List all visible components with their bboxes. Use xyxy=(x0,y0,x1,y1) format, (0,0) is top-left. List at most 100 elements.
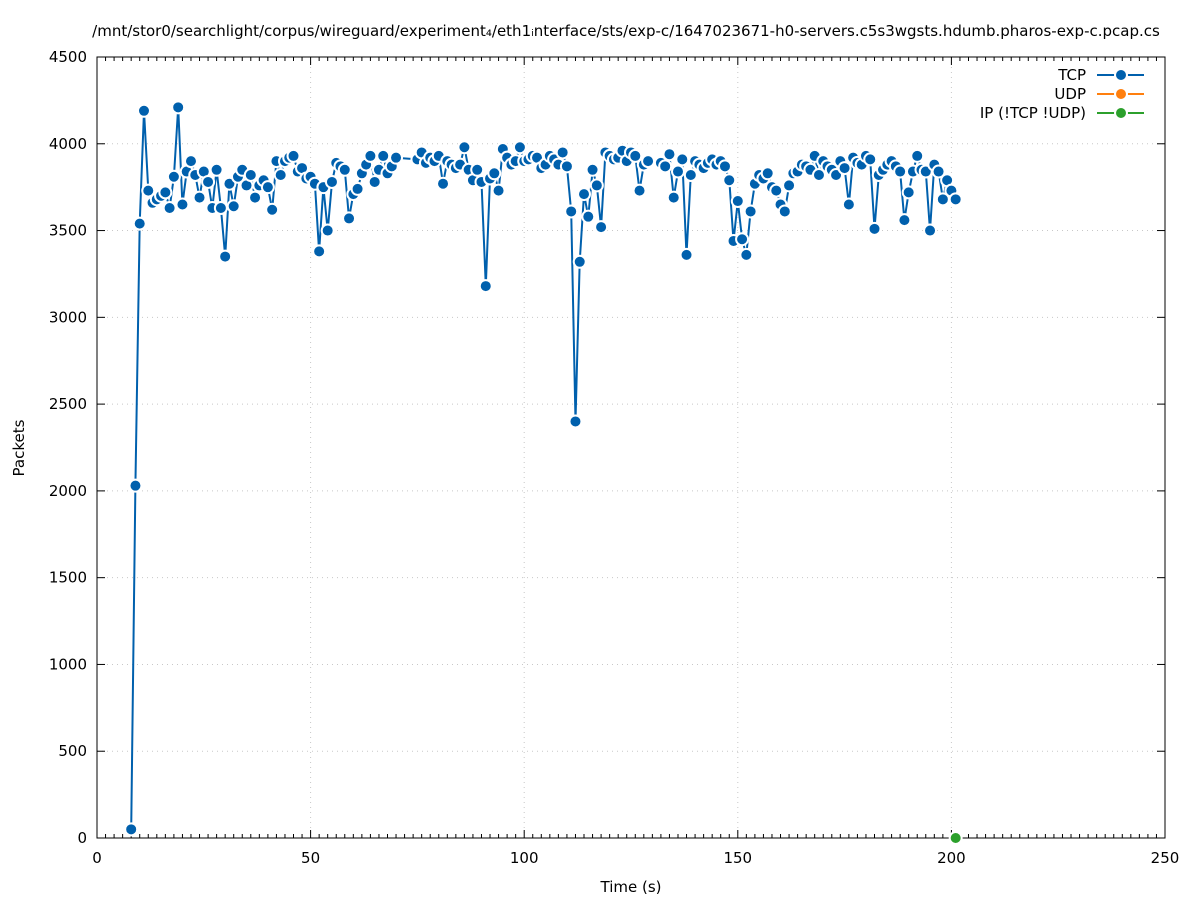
data-point xyxy=(226,199,241,214)
data-point xyxy=(512,140,527,155)
series-layer xyxy=(124,100,963,845)
data-point xyxy=(589,178,604,193)
plot-frame xyxy=(96,56,1166,839)
data-point xyxy=(910,148,925,163)
data-point xyxy=(577,187,592,202)
data-point xyxy=(273,168,288,183)
data-point xyxy=(901,185,916,200)
data-point xyxy=(581,209,596,224)
data-point xyxy=(162,200,177,215)
data-point xyxy=(662,147,677,162)
data-point xyxy=(209,162,224,177)
legend-label: TCP xyxy=(1057,66,1086,84)
data-point xyxy=(457,140,472,155)
data-point xyxy=(559,159,574,174)
data-point xyxy=(141,183,156,198)
x-tick-label: 50 xyxy=(301,849,320,867)
y-tick-label: 1500 xyxy=(49,569,87,587)
data-point xyxy=(717,159,732,174)
data-point xyxy=(923,223,938,238)
data-point xyxy=(760,166,775,181)
data-point xyxy=(811,168,826,183)
y-tick-label: 500 xyxy=(58,742,87,760)
data-point xyxy=(730,194,745,209)
data-point xyxy=(863,152,878,167)
y-axis-title: Packets xyxy=(10,419,28,476)
data-point xyxy=(132,216,147,231)
data-point xyxy=(867,221,882,236)
y-tick-label: 3500 xyxy=(49,222,87,240)
chart-title: /mnt/stor0/searchlight/corpus/wireguard/… xyxy=(92,22,1160,40)
data-point xyxy=(243,168,258,183)
legend-marker xyxy=(1114,87,1128,101)
data-point xyxy=(931,164,946,179)
data-point xyxy=(166,169,181,184)
data-point xyxy=(743,204,758,219)
data-point xyxy=(628,148,643,163)
series-0 xyxy=(124,100,963,837)
data-point xyxy=(585,162,600,177)
data-point xyxy=(324,174,339,189)
data-point xyxy=(893,164,908,179)
data-point xyxy=(722,173,737,188)
x-tick-label: 0 xyxy=(92,849,102,867)
data-point xyxy=(286,148,301,163)
y-tick-label: 2500 xyxy=(49,395,87,413)
data-point xyxy=(948,831,963,845)
legend-marker xyxy=(1114,68,1128,82)
data-point xyxy=(777,204,792,219)
x-axis-title: Time (s) xyxy=(600,878,662,896)
data-point xyxy=(670,164,685,179)
data-point xyxy=(183,154,198,169)
data-point xyxy=(337,162,352,177)
y-tick-label: 1000 xyxy=(49,655,87,673)
data-point xyxy=(782,178,797,193)
y-tick-label: 0 xyxy=(77,829,87,847)
y-tick-label: 4000 xyxy=(49,135,87,153)
data-point xyxy=(658,159,673,174)
data-point xyxy=(175,197,190,212)
data-point xyxy=(158,185,173,200)
data-point xyxy=(201,174,216,189)
data-point xyxy=(389,150,404,165)
data-point xyxy=(367,174,382,189)
data-point xyxy=(735,232,750,247)
data-point xyxy=(478,279,493,294)
data-point xyxy=(568,414,583,429)
axis-ticks: 0 50 100 150 200 2500500100015002000250030003… xyxy=(49,48,1180,867)
legend-label: IP (!TCP !UDP) xyxy=(980,104,1086,122)
data-point xyxy=(265,202,280,217)
data-point xyxy=(363,148,378,163)
data-point xyxy=(320,223,335,238)
y-tick-label: 3000 xyxy=(49,308,87,326)
data-point xyxy=(491,183,506,198)
data-point xyxy=(128,478,143,493)
data-point xyxy=(769,183,784,198)
y-tick-label: 2000 xyxy=(49,482,87,500)
data-point xyxy=(136,103,151,118)
data-point xyxy=(260,180,275,195)
data-point xyxy=(248,190,263,205)
data-point xyxy=(376,148,391,163)
data-point xyxy=(572,254,587,269)
data-point xyxy=(436,176,451,191)
data-point xyxy=(487,166,502,181)
data-point xyxy=(683,168,698,183)
data-point xyxy=(948,192,963,207)
data-point xyxy=(218,249,233,264)
data-point xyxy=(679,247,694,262)
data-point xyxy=(632,183,647,198)
data-point xyxy=(739,247,754,262)
x-tick-label: 250 xyxy=(1151,849,1180,867)
data-point xyxy=(171,100,186,115)
x-tick-label: 100 xyxy=(510,849,539,867)
data-point xyxy=(312,244,327,259)
data-point xyxy=(470,162,485,177)
x-tick-label: 150 xyxy=(723,849,752,867)
legend-marker xyxy=(1114,106,1128,120)
data-point xyxy=(213,200,228,215)
data-point xyxy=(675,152,690,167)
